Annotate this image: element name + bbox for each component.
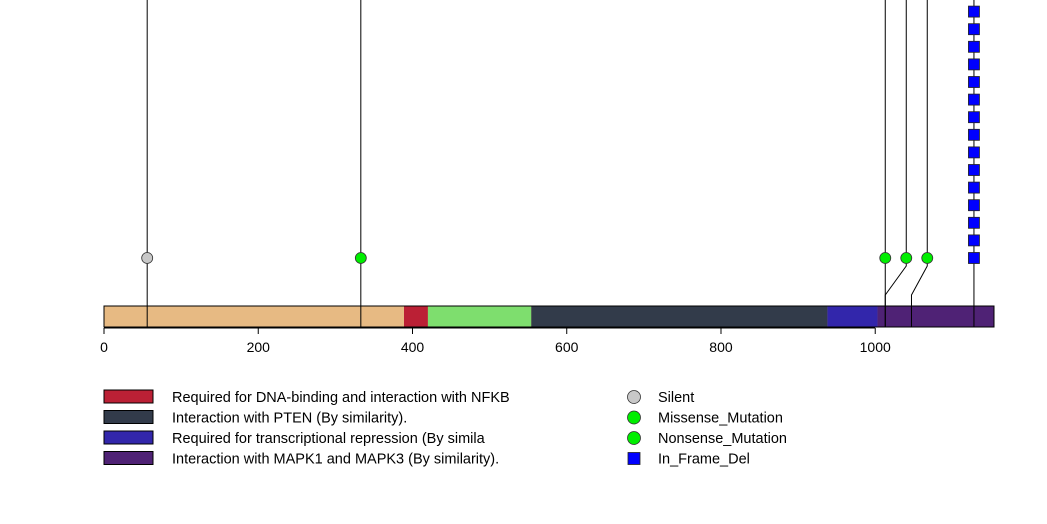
- mutation-legend-swatch: [627, 390, 641, 404]
- mutation-marker-in-frame-del: [968, 216, 980, 229]
- x-tick-label: 0: [100, 339, 108, 355]
- domain-block: [427, 306, 532, 327]
- x-tick-label: 400: [401, 339, 425, 355]
- mutation-marker-in-frame-del: [968, 199, 980, 212]
- mutation-legend-label: Nonsense_Mutation: [658, 431, 787, 447]
- mutation-marker-in-frame-del: [968, 146, 980, 159]
- mutation-marker-in-frame-del: [968, 252, 980, 264]
- domain-block: [404, 306, 428, 327]
- domain-legend-label: Required for transcriptional repression …: [172, 431, 486, 447]
- mutation-marker-in-frame-del: [968, 23, 980, 36]
- mutation-legend-label: Missense_Mutation: [658, 411, 783, 427]
- domain-legend-label: Required for DNA-binding and interaction…: [172, 390, 510, 406]
- domain-legend-label: Interaction with MAPK1 and MAPK3 (By sim…: [172, 452, 499, 468]
- domain-block: [827, 306, 878, 327]
- mutation-marker-in-frame-del: [968, 234, 980, 247]
- protein-backbone: [103, 305, 995, 328]
- mutation-marker-in-frame-del: [968, 93, 980, 106]
- domain-legend-swatch: [103, 410, 154, 424]
- domain-block: [877, 306, 994, 327]
- mutation-marker-missense-mutation: [354, 252, 367, 264]
- protein-bar-outline: [103, 305, 995, 328]
- mutation-marker-in-frame-del: [968, 181, 980, 194]
- mutation-legend-swatch: [627, 431, 641, 445]
- mutation-legend-label: In_Frame_Del: [658, 452, 750, 468]
- mutation-marker-in-frame-del: [968, 164, 980, 176]
- domain-legend-swatch: [103, 430, 154, 445]
- domain-block: [531, 306, 828, 327]
- mutation-legend: Silent Missense_Mutation Nonsense_Mutation…: [627, 390, 787, 468]
- domain-legend-swatch: [103, 451, 154, 465]
- mutation-marker-missense-mutation: [900, 252, 913, 264]
- mutation-legend-swatch: [627, 452, 641, 465]
- domain-legend: Required for DNA-binding and interaction…: [103, 389, 510, 468]
- mutation-marker-in-frame-del: [968, 58, 980, 71]
- mutation-marker-in-frame-del: [968, 111, 980, 124]
- mutation-legend-label: Silent: [658, 390, 694, 406]
- domain-legend-swatch: [103, 389, 154, 404]
- domain-legend-label: Interaction with PTEN (By similarity).: [172, 411, 407, 427]
- mutation-stems: [146, 0, 975, 327]
- mutation-legend-swatch: [627, 410, 641, 425]
- mutation-marker-in-frame-del: [968, 128, 980, 141]
- mutation-marker-in-frame-del: [968, 5, 980, 18]
- mutation-marker-missense-mutation: [879, 252, 892, 264]
- x-tick-label: 600: [555, 339, 579, 355]
- mutation-marker-silent: [141, 252, 154, 264]
- mutation-marker-in-frame-del: [968, 40, 980, 53]
- x-tick-label: 800: [709, 339, 733, 355]
- mutation-marker-nonsense-mutation: [921, 252, 934, 264]
- mutation-markers: [141, 5, 980, 264]
- x-axis: 0 200 400 600 800 1000: [100, 327, 891, 355]
- x-tick-label: 200: [247, 339, 271, 355]
- mutation-marker-in-frame-del: [968, 76, 980, 88]
- x-tick-label: 1000: [860, 339, 891, 355]
